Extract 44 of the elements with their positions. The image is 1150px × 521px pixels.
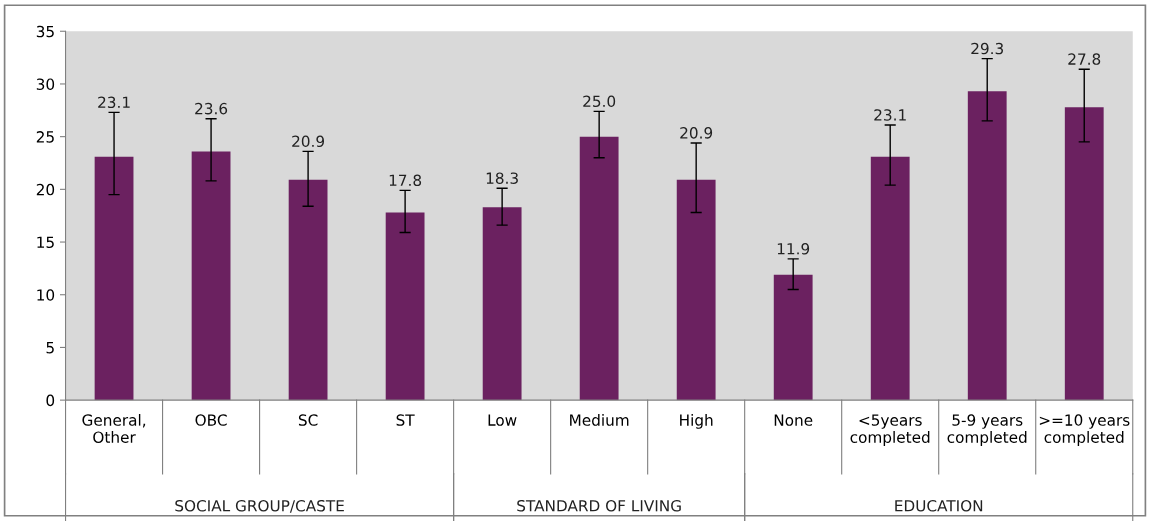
data-label: 17.8 — [389, 174, 422, 187]
bar — [191, 151, 231, 401]
y-tick-label: 30 — [36, 78, 55, 90]
data-label: 23.6 — [195, 102, 228, 115]
x-tick-label: None — [774, 414, 813, 426]
bar — [385, 212, 425, 401]
x-tick-label: Medium — [570, 414, 629, 426]
data-label: 20.9 — [292, 135, 325, 148]
text: STANDARD OF LIVING — [517, 499, 681, 512]
bar — [1064, 107, 1104, 401]
data-label: 23.1 — [98, 96, 130, 109]
y-tick-label: 25 — [36, 131, 54, 143]
x-tick-label: ST — [396, 414, 415, 426]
bar — [579, 136, 619, 401]
x-tick-label: OBC — [195, 414, 227, 426]
data-label: 29.3 — [971, 42, 1004, 55]
y-tick-label: 20 — [36, 183, 55, 196]
bar — [870, 156, 910, 401]
bar — [676, 179, 716, 401]
y-tick-label: 5 — [46, 342, 54, 354]
data-label: 20.9 — [680, 127, 713, 139]
x-tick-label: High — [680, 414, 713, 429]
x-tick-label: 5-9 years completed — [947, 414, 1027, 446]
data-label: 18.3 — [486, 172, 518, 184]
y-tick-label: 35 — [36, 25, 54, 38]
x-tick-label: Low — [488, 414, 517, 426]
y-tick-label: 15 — [37, 236, 54, 249]
x-tick-label: >=10 years completed — [1039, 414, 1130, 446]
bar — [967, 91, 1007, 401]
data-label: 25.0 — [583, 95, 616, 108]
x-tick-label: General, Other — [82, 414, 146, 443]
bar — [482, 207, 522, 401]
bar — [288, 179, 328, 401]
bar — [94, 156, 134, 401]
bar — [773, 274, 813, 401]
data-label: 23.1 — [874, 109, 906, 121]
y-tick-label: 10 — [37, 289, 55, 301]
x-tick-label: <5years completed — [850, 414, 930, 446]
y-tick-label: 0 — [46, 394, 55, 407]
data-label: 11.9 — [777, 243, 810, 255]
text: EDUCATION — [895, 499, 983, 512]
x-tick-label: SC — [298, 414, 318, 426]
data-label: 27.8 — [1068, 53, 1101, 65]
text: SOCIAL GROUP/CASTE — [175, 499, 344, 513]
